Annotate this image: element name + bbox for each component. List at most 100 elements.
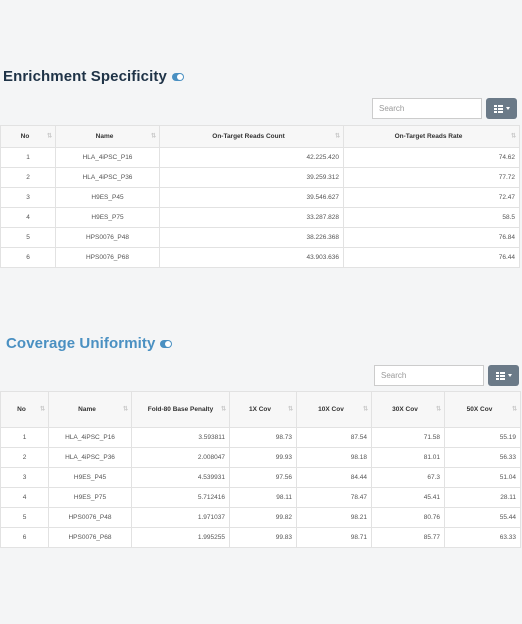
cell-10x-cov: 98.71 — [296, 527, 372, 548]
cell-reads-rate: 72.47 — [343, 187, 520, 208]
cell-name: HLA_4iPSC_P36 — [48, 447, 132, 468]
column-header-no[interactable]: No — [0, 125, 56, 148]
column-header-30x-cov[interactable]: 30X Cov — [371, 391, 445, 428]
cell-no: 2 — [0, 447, 49, 468]
column-header-no[interactable]: No — [0, 391, 49, 428]
cell-reads-rate: 58.5 — [343, 207, 520, 228]
cell-reads-rate: 76.84 — [343, 227, 520, 248]
caret-down-icon — [507, 374, 512, 377]
cell-no: 3 — [0, 187, 56, 208]
enrichment-table: No Name On-Target Reads Count On-Target … — [0, 125, 520, 268]
coverage-search-input[interactable] — [374, 365, 484, 386]
cell-name: HPS0076_P68 — [48, 527, 132, 548]
column-header-10x-cov[interactable]: 10X Cov — [296, 391, 372, 428]
table-row: 6 HPS0076_P68 1.995255 99.83 98.71 85.77… — [0, 527, 521, 548]
toggle-on-icon[interactable] — [171, 72, 184, 81]
enrichment-columns-button[interactable] — [486, 98, 517, 119]
cell-1x-cov: 99.93 — [229, 447, 297, 468]
cell-fold80: 1.995255 — [131, 527, 230, 548]
cell-50x-cov: 56.33 — [444, 447, 521, 468]
cell-30x-cov: 45.41 — [371, 487, 445, 508]
table-row: 4 H9ES_P75 5.712416 98.11 78.47 45.41 28… — [0, 487, 521, 508]
cell-fold80: 5.712416 — [131, 487, 230, 508]
table-row: 4 H9ES_P75 33.287.828 58.5 — [0, 207, 520, 228]
enrichment-search-input[interactable] — [372, 98, 482, 119]
table-header-row: No Name Fold-80 Base Penalty 1X Cov 10X … — [0, 391, 521, 428]
grid-columns-icon — [495, 371, 505, 380]
cell-reads-count: 42.225.420 — [159, 147, 344, 168]
cell-30x-cov: 81.01 — [371, 447, 445, 468]
cell-no: 1 — [0, 427, 49, 448]
column-header-reads-count[interactable]: On-Target Reads Count — [159, 125, 344, 148]
cell-1x-cov: 97.56 — [229, 467, 297, 488]
cell-reads-rate: 76.44 — [343, 247, 520, 268]
cell-reads-count: 39.546.627 — [159, 187, 344, 208]
table-header-row: No Name On-Target Reads Count On-Target … — [0, 125, 520, 148]
cell-name: H9ES_P75 — [55, 207, 160, 228]
toggle-on-icon[interactable] — [160, 339, 173, 348]
cell-name: HPS0076_P48 — [55, 227, 160, 248]
table-row: 2 HLA_4iPSC_P36 39.259.312 77.72 — [0, 167, 520, 188]
column-header-1x-cov[interactable]: 1X Cov — [229, 391, 297, 428]
cell-1x-cov: 98.73 — [229, 427, 297, 448]
enrichment-title: Enrichment Specificity — [3, 68, 184, 85]
cell-no: 6 — [0, 247, 56, 268]
table-row: 2 HLA_4iPSC_P36 2.008047 99.93 98.18 81.… — [0, 447, 521, 468]
table-row: 5 HPS0076_P48 1.971037 99.82 98.21 80.76… — [0, 507, 521, 528]
cell-no: 6 — [0, 527, 49, 548]
cell-reads-count: 38.226.368 — [159, 227, 344, 248]
column-header-name[interactable]: Name — [55, 125, 160, 148]
column-header-fold80[interactable]: Fold-80 Base Penalty — [131, 391, 230, 428]
cell-fold80: 4.539931 — [131, 467, 230, 488]
table-row: 3 H9ES_P45 39.546.627 72.47 — [0, 187, 520, 208]
cell-no: 5 — [0, 227, 56, 248]
cell-10x-cov: 98.21 — [296, 507, 372, 528]
cell-no: 4 — [0, 487, 49, 508]
cell-30x-cov: 80.76 — [371, 507, 445, 528]
cell-name: H9ES_P45 — [55, 187, 160, 208]
cell-name: HLA_4iPSC_P36 — [55, 167, 160, 188]
cell-no: 2 — [0, 167, 56, 188]
cell-fold80: 3.593811 — [131, 427, 230, 448]
cell-10x-cov: 78.47 — [296, 487, 372, 508]
cell-no: 5 — [0, 507, 49, 528]
cell-fold80: 1.971037 — [131, 507, 230, 528]
cell-50x-cov: 55.44 — [444, 507, 521, 528]
cell-name: H9ES_P75 — [48, 487, 132, 508]
cell-fold80: 2.008047 — [131, 447, 230, 468]
cell-reads-count: 33.287.828 — [159, 207, 344, 228]
cell-no: 3 — [0, 467, 49, 488]
cell-name: HLA_4iPSC_P16 — [48, 427, 132, 448]
cell-reads-count: 43.903.636 — [159, 247, 344, 268]
table-row: 5 HPS0076_P48 38.226.368 76.84 — [0, 227, 520, 248]
cell-50x-cov: 55.19 — [444, 427, 521, 448]
cell-name: H9ES_P45 — [48, 467, 132, 488]
coverage-title: Coverage Uniformity — [6, 335, 173, 352]
cell-10x-cov: 87.54 — [296, 427, 372, 448]
cell-50x-cov: 63.33 — [444, 527, 521, 548]
coverage-columns-button[interactable] — [488, 365, 519, 386]
cell-reads-rate: 77.72 — [343, 167, 520, 188]
enrichment-title-text: Enrichment Specificity — [3, 68, 167, 85]
column-header-reads-rate[interactable]: On-Target Reads Rate — [343, 125, 520, 148]
coverage-table: No Name Fold-80 Base Penalty 1X Cov 10X … — [0, 391, 521, 548]
table-row: 1 HLA_4iPSC_P16 42.225.420 74.62 — [0, 147, 520, 168]
grid-columns-icon — [493, 104, 503, 113]
cell-10x-cov: 98.18 — [296, 447, 372, 468]
cell-no: 1 — [0, 147, 56, 168]
cell-30x-cov: 71.58 — [371, 427, 445, 448]
cell-reads-rate: 74.62 — [343, 147, 520, 168]
cell-30x-cov: 67.3 — [371, 467, 445, 488]
caret-down-icon — [505, 107, 510, 110]
table-row: 1 HLA_4iPSC_P16 3.593811 98.73 87.54 71.… — [0, 427, 521, 448]
table-row: 3 H9ES_P45 4.539931 97.56 84.44 67.3 51.… — [0, 467, 521, 488]
cell-50x-cov: 51.04 — [444, 467, 521, 488]
cell-1x-cov: 99.82 — [229, 507, 297, 528]
cell-30x-cov: 85.77 — [371, 527, 445, 548]
table-row: 6 HPS0076_P68 43.903.636 76.44 — [0, 247, 520, 268]
column-header-50x-cov[interactable]: 50X Cov — [444, 391, 521, 428]
cell-name: HPS0076_P68 — [55, 247, 160, 268]
cell-reads-count: 39.259.312 — [159, 167, 344, 188]
cell-1x-cov: 98.11 — [229, 487, 297, 508]
column-header-name[interactable]: Name — [48, 391, 132, 428]
